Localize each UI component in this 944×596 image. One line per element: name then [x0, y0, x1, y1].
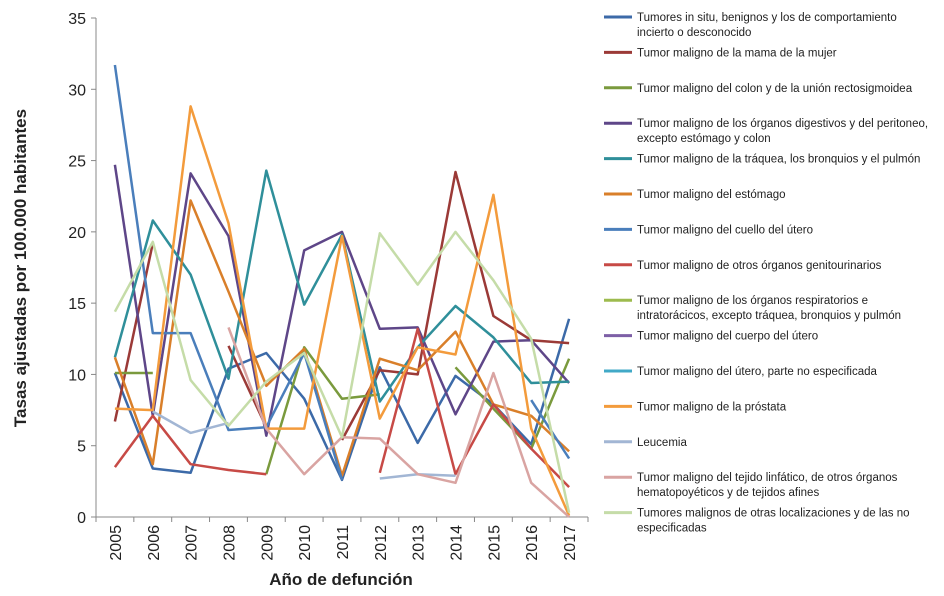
- y-tick-label: 35: [68, 11, 86, 28]
- y-tick-label: 20: [68, 225, 86, 242]
- x-tick-label: 2005: [108, 525, 125, 561]
- x-tick-label: 2008: [221, 525, 238, 561]
- legend-label: Tumor maligno de los órganos respiratori…: [637, 295, 868, 307]
- series-line-4: [113, 164, 571, 437]
- legend-label: Tumor maligno del cuello del útero: [637, 224, 813, 236]
- legend-label: Tumores in situ, benignos y los de compo…: [637, 12, 897, 24]
- x-tick-label: 2013: [411, 525, 428, 561]
- legend-label: Tumor maligno de la tráquea, los bronqui…: [637, 154, 920, 166]
- series-line-15: [113, 230, 571, 513]
- axes: 0 5 10 15 20 25 30 35 2005 2006 2007 2008 2009 2010 20…: [68, 11, 589, 561]
- y-tick-label: 0: [77, 510, 86, 527]
- x-tick-label: 2012: [373, 525, 390, 561]
- legend-label: Tumor maligno de la mama de la mujer: [637, 47, 837, 59]
- x-tick-label: 2011: [335, 525, 352, 560]
- y-tick-label: 15: [68, 296, 86, 313]
- legend-label: intratorácicos, excepto tráquea, bronqui…: [637, 310, 901, 322]
- x-tick-label: 2015: [486, 525, 503, 561]
- series-lines: [113, 64, 571, 518]
- series-line-8: [378, 327, 570, 488]
- legend-label: Tumor maligno de los órganos digestivos …: [637, 118, 928, 130]
- legend-label: Tumor maligno de la próstata: [637, 401, 787, 413]
- series-line-2: [113, 243, 155, 422]
- series-line-12: [114, 105, 571, 517]
- x-tick-label: 2006: [146, 525, 163, 561]
- y-axis-title: Tasas ajustadas por 100.000 habitantes: [11, 109, 30, 427]
- legend-label: Tumor maligno de otros órganos genitouri…: [637, 260, 882, 272]
- x-tick-label: 2016: [524, 525, 541, 561]
- legend-label: Leucemia: [637, 437, 687, 449]
- legend-label: hematopoyéticos y de tejidos afines: [637, 487, 819, 499]
- legend-label: Tumor maligno del estómago: [637, 189, 786, 201]
- legend-label: especificadas: [637, 523, 707, 535]
- legend-label: Tumor maligno del cuerpo del útero: [637, 331, 818, 343]
- series-line-14: [227, 326, 570, 518]
- y-tick-label: 10: [68, 367, 86, 384]
- y-tick-label: 5: [77, 439, 86, 456]
- legend: Tumores in situ, benignos y los de compo…: [604, 12, 928, 535]
- legend-label: excepto estómago y colon: [637, 133, 771, 145]
- y-tick-label: 30: [68, 82, 86, 99]
- legend-label: Tumores malignos de otras localizaciones…: [637, 508, 910, 520]
- x-tick-label: 2017: [562, 525, 579, 561]
- legend-label: Tumor maligno del tejido linfático, de o…: [637, 472, 898, 484]
- legend-label: incierto o desconocido: [637, 27, 751, 39]
- x-tick-label: 2007: [184, 525, 201, 561]
- x-tick-label: 2014: [449, 525, 466, 561]
- y-tick-label: 25: [68, 154, 86, 171]
- series-line-5: [113, 169, 570, 403]
- x-axis-title: Año de defunción: [269, 570, 413, 589]
- legend-label: Tumor maligno del útero, parte no especi…: [637, 366, 878, 378]
- series-line-7: [113, 64, 344, 481]
- series-line-13: [152, 410, 229, 435]
- x-tick-label: 2009: [259, 525, 276, 561]
- legend-label: Tumor maligno del colon y de la unión re…: [637, 83, 913, 95]
- series-line-8: [113, 414, 267, 476]
- x-tick-label: 2010: [297, 525, 314, 561]
- series-line-3: [265, 346, 380, 475]
